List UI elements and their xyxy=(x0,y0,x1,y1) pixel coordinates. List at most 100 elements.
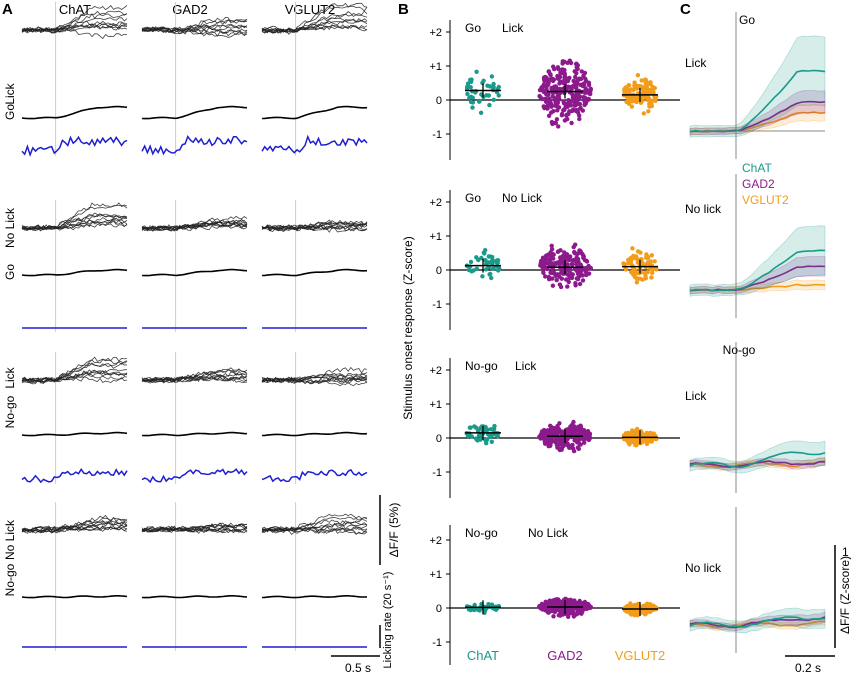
data-point xyxy=(558,284,564,290)
data-point xyxy=(469,269,474,274)
data-point xyxy=(643,77,648,82)
y-tick-label: 0 xyxy=(436,265,442,277)
data-point xyxy=(581,428,586,434)
animal-trace xyxy=(21,514,128,532)
data-point xyxy=(555,73,560,79)
data-point xyxy=(497,266,502,271)
data-point xyxy=(477,99,482,104)
data-point xyxy=(560,59,565,64)
data-point xyxy=(634,426,640,432)
animal-trace xyxy=(21,27,128,40)
data-point xyxy=(642,86,647,92)
data-point xyxy=(544,430,550,435)
row2-lick-label: No Lick xyxy=(3,207,17,248)
data-point xyxy=(572,601,577,606)
data-point xyxy=(465,91,470,97)
data-point xyxy=(557,81,562,86)
subplot-stim-title: No-go xyxy=(465,359,498,373)
subplot-stim-title: No-go xyxy=(465,526,498,540)
licking-rate-trace xyxy=(21,135,128,158)
animal-trace xyxy=(261,2,368,34)
mean-trace xyxy=(261,268,368,277)
data-point xyxy=(542,78,547,83)
data-point xyxy=(465,433,471,439)
animal-trace xyxy=(261,372,368,382)
y-tick-label: +2 xyxy=(429,27,442,39)
animal-trace xyxy=(141,225,248,232)
data-point xyxy=(577,94,582,99)
data-point xyxy=(623,267,629,272)
data-point xyxy=(635,611,640,616)
data-point xyxy=(549,599,554,605)
mean-line xyxy=(689,69,826,133)
y-tick-label: +1 xyxy=(429,399,442,411)
data-point xyxy=(628,601,633,606)
data-point xyxy=(641,111,646,116)
data-point xyxy=(556,602,562,608)
data-point xyxy=(555,261,560,266)
y-tick-label: +1 xyxy=(429,61,442,73)
data-point xyxy=(574,71,579,76)
data-point xyxy=(543,274,548,279)
animal-trace xyxy=(21,359,128,383)
data-point xyxy=(586,437,592,443)
data-point xyxy=(649,253,654,258)
row1-lick-label: Lick xyxy=(3,82,17,104)
data-point xyxy=(577,602,582,607)
data-point xyxy=(578,423,583,428)
data-point xyxy=(551,252,556,257)
data-point xyxy=(587,91,593,97)
row3-stim-label: No-go xyxy=(3,395,17,428)
data-point xyxy=(549,243,554,248)
data-point xyxy=(644,441,650,447)
data-point xyxy=(538,432,544,437)
data-point xyxy=(631,253,636,259)
legend-chat: ChAT xyxy=(742,161,772,175)
data-point xyxy=(561,254,567,260)
data-point xyxy=(478,426,483,431)
data-point xyxy=(473,90,478,95)
mean-trace xyxy=(21,105,128,120)
mean-trace xyxy=(261,594,368,599)
data-point xyxy=(483,438,489,443)
data-point xyxy=(568,597,573,602)
z-scale-value: 1 xyxy=(842,545,849,559)
data-point xyxy=(568,275,573,280)
data-point xyxy=(569,87,574,92)
row2-stim-label: Go xyxy=(3,264,17,280)
data-point xyxy=(483,258,488,263)
mean-trace xyxy=(141,431,248,437)
licking-rate-trace xyxy=(141,468,248,484)
data-point xyxy=(566,257,572,263)
legend-vglut2: VGLUT2 xyxy=(742,193,789,207)
group-label-chat: ChAT xyxy=(467,648,499,663)
data-point xyxy=(574,276,579,281)
data-point xyxy=(557,274,562,279)
data-point xyxy=(496,93,501,98)
data-point xyxy=(643,276,648,281)
data-point xyxy=(634,99,639,105)
data-point xyxy=(472,607,477,612)
data-point xyxy=(486,93,491,98)
data-point xyxy=(581,73,586,79)
y-tick-label: -1 xyxy=(432,467,442,479)
data-point xyxy=(491,81,496,87)
data-point xyxy=(540,255,546,260)
data-point xyxy=(540,264,545,270)
panel-c-letter: C xyxy=(680,1,691,18)
data-point xyxy=(585,429,591,434)
data-point xyxy=(561,101,567,106)
data-point xyxy=(637,276,643,281)
animal-trace xyxy=(261,223,368,231)
data-point xyxy=(582,81,587,86)
licking-rate-trace xyxy=(261,468,368,483)
data-point xyxy=(639,78,644,83)
data-point xyxy=(489,261,495,266)
data-point xyxy=(565,60,570,65)
data-point xyxy=(647,101,652,107)
data-point xyxy=(560,438,565,443)
panel-a: A ChAT GAD2 VGLUT2 Lick Go No Lick Go Li… xyxy=(2,1,401,675)
animal-trace xyxy=(261,526,368,535)
animal-trace xyxy=(21,360,128,384)
animal-trace xyxy=(141,26,248,34)
